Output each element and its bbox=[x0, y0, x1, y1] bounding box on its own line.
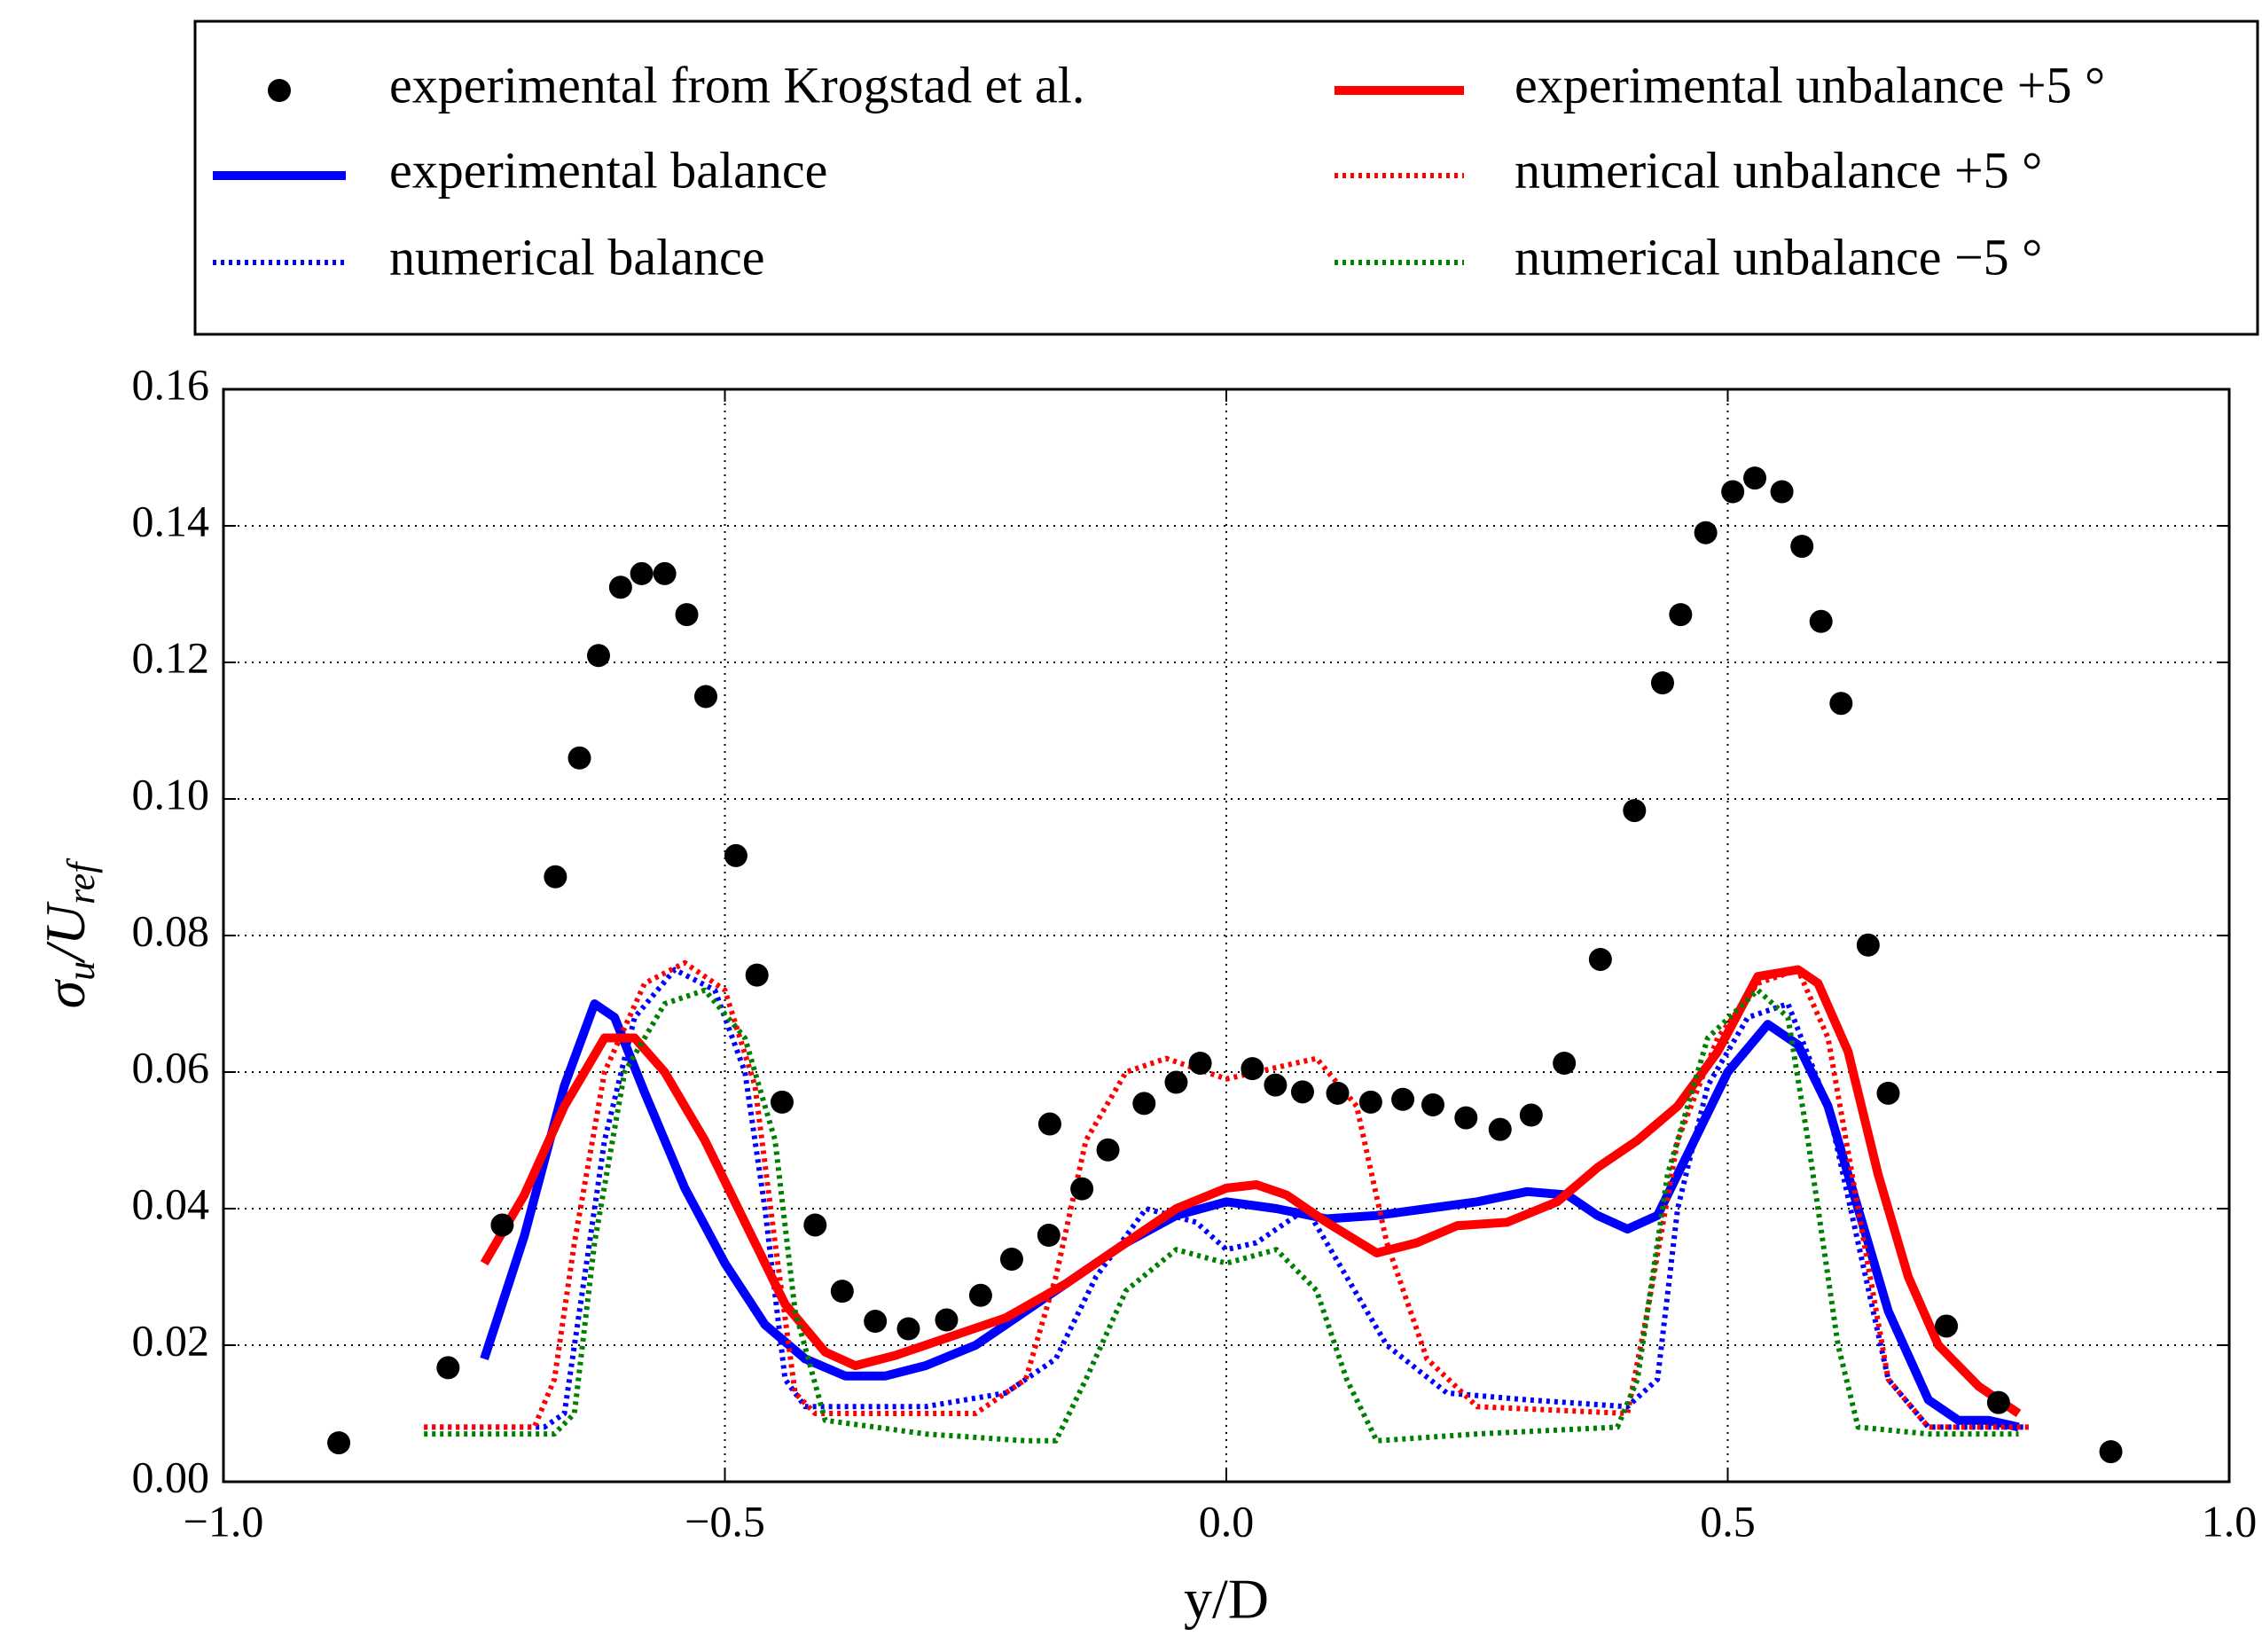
data-point bbox=[896, 1317, 920, 1341]
legend-marker bbox=[268, 79, 291, 102]
data-point bbox=[1326, 1081, 1350, 1105]
data-point bbox=[1037, 1112, 1061, 1136]
data-point bbox=[1986, 1390, 2010, 1414]
legend-label: numerical unbalance −5 ° bbox=[1515, 228, 2042, 286]
y-axis-label-part: /U bbox=[34, 901, 97, 964]
data-point bbox=[999, 1247, 1023, 1271]
data-point bbox=[1519, 1103, 1543, 1127]
data-line bbox=[480, 965, 2022, 1418]
data-point bbox=[608, 575, 632, 599]
data-point bbox=[1164, 1070, 1188, 1094]
y-tick-label: 0.06 bbox=[132, 1042, 210, 1092]
data-point bbox=[770, 1090, 794, 1114]
data-point bbox=[2099, 1440, 2123, 1464]
data-line bbox=[424, 959, 2029, 1430]
data-point bbox=[1694, 521, 1718, 544]
data-point bbox=[1588, 947, 1612, 971]
legend-label: experimental balance bbox=[389, 141, 827, 199]
data-point bbox=[1488, 1117, 1512, 1141]
data-point bbox=[1290, 1080, 1314, 1104]
data-point bbox=[586, 644, 610, 668]
data-point bbox=[1070, 1177, 1094, 1201]
data-point bbox=[1264, 1073, 1288, 1097]
data-point bbox=[327, 1431, 351, 1455]
data-point bbox=[675, 603, 699, 627]
data-point bbox=[1241, 1057, 1264, 1081]
data-point bbox=[694, 685, 718, 709]
data-point bbox=[1553, 1051, 1577, 1075]
y-tick-label: 0.16 bbox=[132, 359, 210, 409]
data-point bbox=[630, 561, 654, 585]
data-point bbox=[1421, 1092, 1444, 1116]
y-axis-label: σu/Uref bbox=[34, 857, 103, 1009]
legend-label: experimental unbalance +5 ° bbox=[1515, 56, 2105, 114]
y-axis-label-part: ref bbox=[59, 857, 103, 904]
y-axis-label-part: σ bbox=[34, 978, 97, 1008]
x-axis-label: y/D bbox=[1184, 1568, 1269, 1631]
data-point bbox=[1132, 1092, 1156, 1116]
data-point bbox=[1743, 466, 1767, 490]
data-line bbox=[424, 967, 2029, 1430]
x-tick-label: −0.5 bbox=[685, 1496, 765, 1546]
data-point bbox=[1876, 1081, 1900, 1105]
legend-label: numerical unbalance +5 ° bbox=[1515, 141, 2042, 199]
plot-frame bbox=[222, 388, 2231, 1484]
data-point bbox=[1454, 1106, 1478, 1130]
data-point bbox=[1358, 1090, 1382, 1114]
data-point bbox=[1790, 535, 1814, 559]
data-point bbox=[1037, 1224, 1061, 1248]
data-point bbox=[567, 746, 591, 770]
data-point bbox=[1809, 609, 1833, 633]
data-point bbox=[436, 1356, 460, 1380]
data-point bbox=[1829, 692, 1853, 716]
data-point bbox=[490, 1213, 514, 1237]
data-point bbox=[544, 865, 567, 889]
y-tick-label: 0.02 bbox=[132, 1315, 210, 1365]
data-point bbox=[864, 1310, 888, 1334]
data-point bbox=[935, 1308, 959, 1332]
y-tick-label: 0.12 bbox=[132, 632, 210, 682]
x-tick-label: 0.5 bbox=[1700, 1496, 1756, 1546]
x-tick-label: 1.0 bbox=[2202, 1496, 2258, 1546]
data-point bbox=[1935, 1314, 1959, 1338]
legend-label: numerical balance bbox=[389, 228, 764, 286]
y-tick-label: 0.14 bbox=[132, 496, 210, 545]
y-tick-label: 0.10 bbox=[132, 769, 210, 818]
y-axis-label-part: u bbox=[59, 961, 103, 981]
y-tick-label: 0.04 bbox=[132, 1178, 210, 1228]
data-point bbox=[1856, 933, 1880, 957]
data-point bbox=[724, 843, 747, 867]
data-point bbox=[1721, 480, 1745, 504]
legend-label: experimental from Krogstad et al. bbox=[389, 56, 1084, 114]
data-point bbox=[1391, 1087, 1415, 1111]
y-tick-label: 0.08 bbox=[132, 905, 210, 955]
data-point bbox=[968, 1283, 992, 1307]
data-point bbox=[803, 1213, 827, 1237]
x-tick-label: −1.0 bbox=[184, 1496, 264, 1546]
y-tick-label: 0.00 bbox=[132, 1452, 210, 1501]
data-point bbox=[1770, 480, 1794, 504]
data-point bbox=[830, 1280, 854, 1304]
data-point bbox=[1650, 671, 1674, 695]
data-point bbox=[1188, 1051, 1212, 1075]
data-line bbox=[424, 987, 2019, 1444]
data-point bbox=[1096, 1138, 1120, 1162]
data-point bbox=[745, 963, 769, 987]
legend-box bbox=[193, 20, 2259, 336]
data-point bbox=[653, 561, 677, 585]
x-tick-label: 0.0 bbox=[1199, 1496, 1255, 1546]
data-point bbox=[1623, 799, 1647, 823]
data-point bbox=[1669, 603, 1693, 627]
